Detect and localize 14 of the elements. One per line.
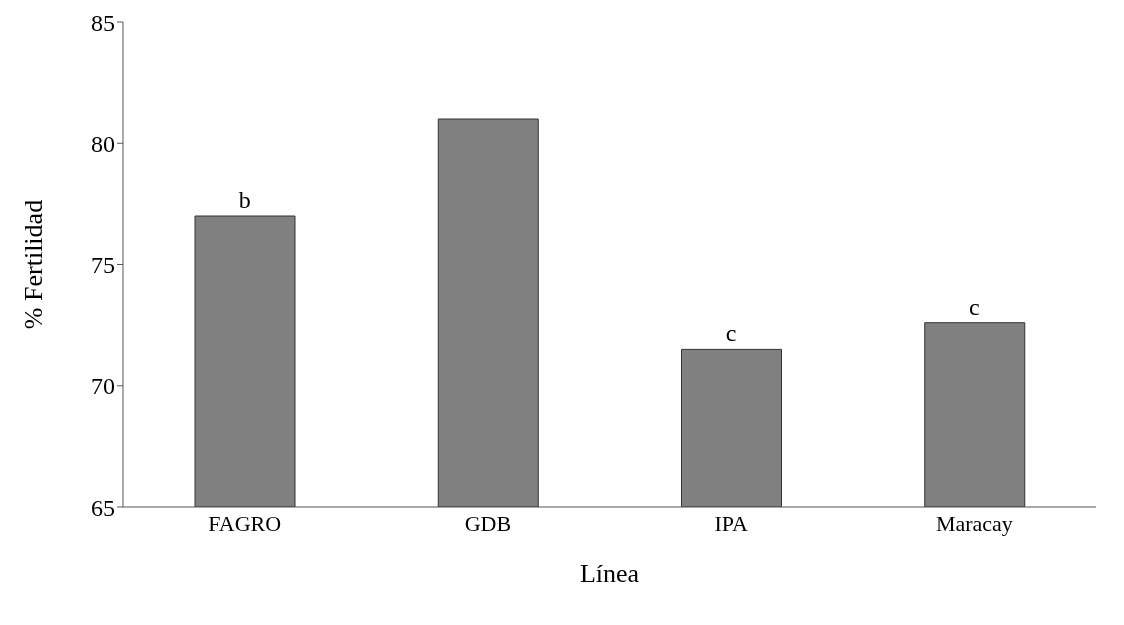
y-axis-title: % Fertilidad [19,199,49,330]
x-tick-label: IPA [714,510,748,536]
annotation: c [725,320,737,347]
x-tick-label: Maracay [935,510,1013,536]
annotation: b [238,187,251,213]
y-tick-label: 80 [91,130,115,157]
y-tick-label: 85 [91,9,115,36]
x-axis-title: Línea [579,559,640,588]
x-tick-label: FAGRO [208,510,282,536]
x-tick-label: GDB [464,510,512,536]
y-tick-label: 65 [91,494,115,521]
y-tick-label: 75 [91,252,115,279]
y-tick-label: 70 [91,373,115,400]
annotation: c [969,293,980,320]
